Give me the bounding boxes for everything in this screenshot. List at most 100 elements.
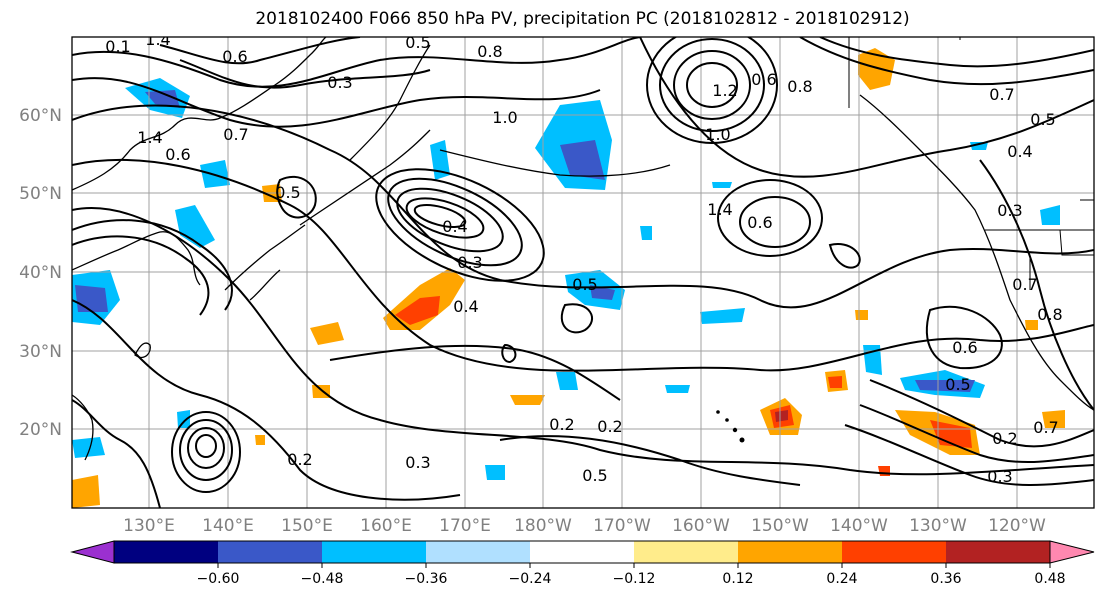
lon-label: 140°W (830, 516, 888, 536)
lon-label: 180°W (514, 516, 572, 536)
contour-line (72, 104, 1094, 309)
neg-blob (556, 372, 578, 390)
contour-label: 0.3 (457, 253, 482, 272)
pos-blob (312, 385, 330, 398)
pos-blob (1042, 410, 1065, 428)
contour-label: 0.5 (582, 466, 607, 485)
contour-line (195, 434, 217, 458)
map-panel: 0.1 1.40.60.5 0.80.31.00.70.61.41.20.6 0.81… (72, 33, 1094, 508)
contour-line (819, 37, 1094, 68)
contour-line (72, 159, 1094, 372)
lon-label: 140°E (202, 516, 254, 536)
contour-label: 0.8 (787, 77, 812, 96)
colorbar-tick-label: −0.36 (405, 571, 448, 587)
contour-line (72, 77, 601, 128)
contour-line (639, 37, 1094, 178)
contour-label: 0.1 (105, 37, 130, 56)
contour-label: 0.6 (747, 213, 772, 232)
lon-label: 150°W (751, 516, 809, 536)
colorbar-tick-label: 0.48 (1034, 571, 1065, 587)
contour-label: 0.5 (572, 275, 597, 294)
contour-line (171, 411, 241, 493)
lat-label: 20°N (19, 420, 62, 440)
asia-coastline (72, 37, 327, 191)
neg-blob (72, 437, 105, 458)
pos-blob (775, 410, 788, 422)
contour-label: 0.5 (405, 33, 430, 52)
map-title: 2018102400 F066 850 hPa PV, precipitatio… (255, 9, 910, 29)
asia-coastline (72, 231, 201, 286)
contour-line (659, 38, 765, 132)
lon-label: 150°E (281, 516, 333, 536)
contour-label: 0.8 (477, 42, 502, 61)
lon-label: 170°E (439, 516, 491, 536)
contour-line (501, 343, 517, 364)
neg-blob (560, 140, 605, 180)
pos-blob (510, 395, 545, 405)
neg-blob (485, 465, 505, 480)
contour-line (686, 62, 738, 108)
contour-line (405, 197, 485, 239)
colorbar-segment (114, 541, 219, 563)
neg-blob (915, 380, 975, 392)
contour-line (179, 59, 431, 89)
contour-label: 0.7 (989, 85, 1014, 104)
contour-label: 1.4 (137, 128, 162, 147)
contour-label: 0.7 (1012, 275, 1037, 294)
colorbar-tick-label: 0.24 (826, 571, 857, 587)
pos-blob (395, 296, 440, 325)
contour-label: 1.0 (492, 108, 517, 127)
pos-blob (255, 435, 265, 445)
contour-line (717, 179, 823, 257)
contour-label: 0.5 (1030, 110, 1055, 129)
colorbar: −0.60 −0.48 −0.36 −0.24 −0.12 0.12 0.24 0.36 0.4… (70, 540, 1095, 587)
lat-label: 30°N (19, 342, 62, 362)
colorbar-segment (218, 541, 323, 563)
kurils-coastline (299, 129, 431, 226)
colorbar-tick-label: −0.48 (301, 571, 344, 587)
gridlines (72, 37, 1094, 508)
contour-label: 0.2 (992, 429, 1017, 448)
contour-line (72, 299, 461, 501)
pos-blob (310, 322, 344, 345)
contour-line (739, 196, 811, 248)
contour-label: 0.6 (222, 47, 247, 66)
lat-label: 60°N (19, 106, 62, 126)
contour-label: 0.7 (1033, 418, 1058, 437)
contour-label: 0.2 (287, 450, 312, 469)
contour-line (499, 435, 801, 486)
contour-label: 0.2 (597, 417, 622, 436)
contour-line (187, 427, 225, 469)
contour-line (72, 219, 233, 311)
na-coastline (859, 94, 1094, 411)
neg-blob (712, 182, 732, 188)
contour-line (375, 168, 545, 282)
neg-blob (590, 285, 615, 300)
contour-label: 0.5 (275, 183, 300, 202)
pos-blob (855, 310, 868, 320)
colorbar-tick-label: 0.12 (722, 571, 753, 587)
contour-line (828, 243, 861, 269)
pv-contours (72, 37, 1094, 508)
contour-label: 0.2 (549, 415, 574, 434)
colorbar-segment (322, 541, 427, 563)
pos-blob (930, 420, 972, 448)
contour-label: 0.6 (165, 145, 190, 164)
contour-line (72, 207, 1094, 476)
contour-label: 0.4 (1007, 142, 1032, 161)
borders (848, 37, 1094, 290)
contour-line (925, 305, 1003, 370)
contour-label: 0.3 (327, 73, 352, 92)
lat-label: 50°N (19, 184, 62, 204)
neg-blob (175, 205, 215, 248)
contour-line (159, 37, 361, 65)
colorbar-segment (946, 541, 1051, 563)
contour-label: 0.3 (405, 453, 430, 472)
contour-label: 0.5 (945, 375, 970, 394)
contour-line (413, 204, 467, 228)
contour-line (799, 37, 1094, 86)
lon-label: 160°E (360, 516, 412, 536)
colorbar-segment (530, 541, 635, 563)
colorbar-segment (842, 541, 947, 563)
contour-line (673, 50, 751, 120)
